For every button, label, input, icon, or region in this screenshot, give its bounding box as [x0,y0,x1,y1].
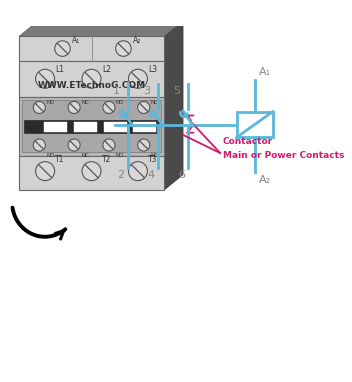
Circle shape [33,139,45,151]
Circle shape [116,41,131,56]
Text: NC: NC [81,153,89,158]
Bar [19,97,164,155]
Text: A₁: A₁ [259,67,271,77]
Circle shape [33,102,45,113]
Text: A₂: A₂ [259,175,271,185]
Circle shape [138,102,150,113]
Circle shape [68,139,80,151]
Circle shape [82,162,101,181]
Polygon shape [164,21,183,190]
Text: 3: 3 [143,86,150,96]
Text: 6: 6 [178,170,185,180]
Circle shape [55,41,70,56]
Text: L3: L3 [148,65,157,74]
Text: A₁: A₁ [72,36,80,45]
Text: NO: NO [46,100,55,105]
Text: 2: 2 [117,170,124,180]
Circle shape [128,69,147,88]
Bar [133,122,156,131]
Text: Main or Power Contacts: Main or Power Contacts [223,151,344,160]
Text: T3: T3 [148,155,158,164]
Circle shape [36,69,55,88]
Text: 5: 5 [174,86,181,96]
Text: A₂: A₂ [133,36,141,45]
Text: 1: 1 [113,86,120,96]
Circle shape [128,162,147,181]
Polygon shape [19,21,183,36]
Text: 4: 4 [147,170,155,180]
Text: NO: NO [46,153,55,158]
Text: T2: T2 [102,155,111,164]
Circle shape [36,162,55,181]
Text: NC: NC [151,100,158,105]
Bar [19,155,164,190]
Bar [19,36,164,61]
Text: T1: T1 [56,155,65,164]
Text: NC: NC [151,153,158,158]
Text: NO: NO [116,153,124,158]
Text: L2: L2 [102,65,111,74]
Bar [23,100,161,152]
Bar [237,112,273,138]
Circle shape [103,102,115,113]
Circle shape [68,102,80,113]
Circle shape [103,139,115,151]
Bar [19,61,164,97]
Bar [24,120,159,133]
Text: WWW.ETechnoG.COM: WWW.ETechnoG.COM [37,81,146,90]
Text: NC: NC [81,100,89,105]
Text: NO: NO [116,100,124,105]
Bar [103,122,126,131]
Text: L1: L1 [56,65,64,74]
Circle shape [138,139,150,151]
Bar [74,122,97,131]
Bar [44,122,67,131]
Text: Contactor: Contactor [223,137,273,146]
Circle shape [82,69,101,88]
